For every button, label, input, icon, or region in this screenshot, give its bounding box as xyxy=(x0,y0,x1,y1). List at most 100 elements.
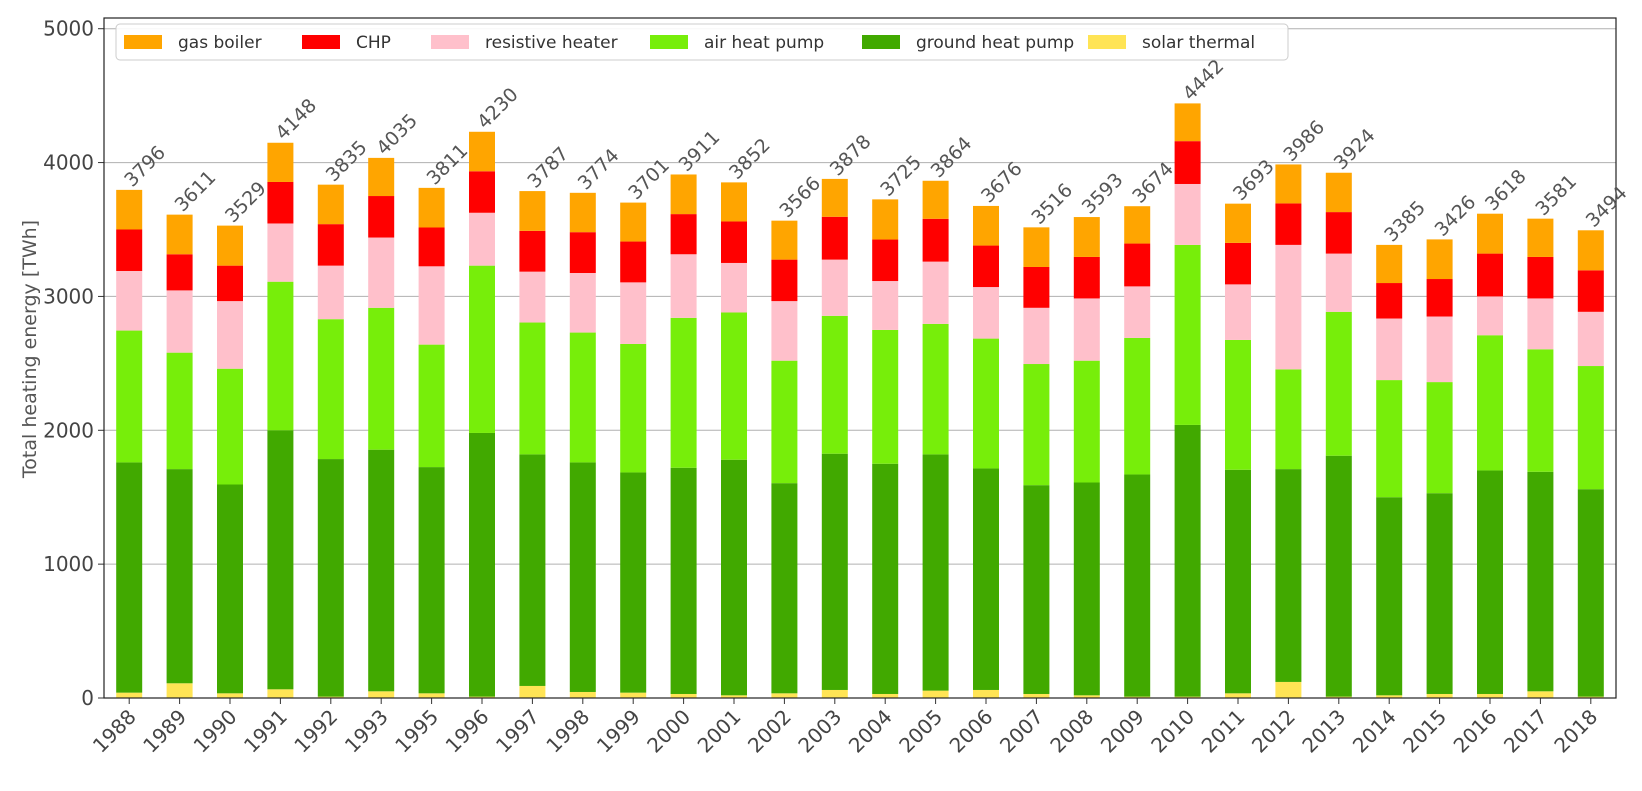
bar-segment-ground-heat-pump xyxy=(317,459,344,697)
bar-segment-air-heat-pump xyxy=(1275,369,1302,470)
bar-segment-resistive-heater xyxy=(1073,298,1100,361)
bar-segment-CHP xyxy=(569,232,596,273)
bar-segment-air-heat-pump xyxy=(469,265,495,433)
bar-segment-resistive-heater xyxy=(1527,298,1554,350)
bar-segment-CHP xyxy=(821,216,848,260)
x-tick-label: 2005 xyxy=(894,705,947,758)
x-tick-label: 1989 xyxy=(138,705,191,758)
bar-segment-solar-thermal xyxy=(1477,693,1503,698)
bar-segment-air-heat-pump xyxy=(922,323,949,455)
bar-segment-air-heat-pump xyxy=(116,330,143,463)
bar-segment-resistive-heater xyxy=(1174,183,1201,245)
bar-segment-CHP xyxy=(1527,256,1554,299)
x-tick-label: 2002 xyxy=(743,705,796,758)
bar-segment-gas-boiler xyxy=(620,202,647,242)
bar-segment-resistive-heater xyxy=(922,261,949,324)
bar-segment-solar-thermal xyxy=(1577,696,1604,698)
bar-segment-ground-heat-pump xyxy=(1527,471,1554,692)
bar-segment-CHP xyxy=(1174,141,1201,184)
bar-segment-solar-thermal xyxy=(519,685,546,698)
bar-total-label: 3787 xyxy=(523,143,573,193)
x-tick-label: 2018 xyxy=(1549,705,1602,758)
bar-segment-air-heat-pump xyxy=(670,317,697,468)
bar-segment-CHP xyxy=(1426,279,1453,317)
bar-segment-ground-heat-pump xyxy=(267,430,294,690)
bar-segment-air-heat-pump xyxy=(1527,349,1554,472)
bar-segment-gas-boiler xyxy=(1477,213,1503,254)
bar-segment-air-heat-pump xyxy=(721,312,747,460)
bar-segment-ground-heat-pump xyxy=(1426,493,1453,694)
x-tick-label: 2003 xyxy=(793,705,846,758)
bar-total-label: 3566 xyxy=(775,172,825,222)
bar-segment-CHP xyxy=(418,227,445,267)
bar-segment-resistive-heater xyxy=(771,301,798,361)
bar-segment-gas-boiler xyxy=(1275,164,1302,204)
bar-segment-gas-boiler xyxy=(317,184,344,225)
bar-segment-gas-boiler xyxy=(721,182,747,222)
legend-label: gas boiler xyxy=(178,33,262,53)
bar-segment-solar-thermal xyxy=(771,693,798,698)
bar-segment-ground-heat-pump xyxy=(116,462,143,693)
bar-segment-air-heat-pump xyxy=(1325,311,1352,456)
bar-segment-ground-heat-pump xyxy=(1174,424,1201,697)
x-tick-label: 2014 xyxy=(1348,705,1401,758)
bar-segment-gas-boiler xyxy=(1023,227,1050,267)
bar-total-label: 3774 xyxy=(574,145,624,195)
bar-segment-ground-heat-pump xyxy=(620,472,647,693)
bar-segment-solar-thermal xyxy=(1376,695,1403,698)
x-tick-label: 1991 xyxy=(239,705,292,758)
bar-segment-resistive-heater xyxy=(973,287,999,339)
bar-segment-resistive-heater xyxy=(317,265,344,320)
bar-segment-gas-boiler xyxy=(469,131,495,172)
bar-segment-CHP xyxy=(317,224,344,266)
bar-total-label: 4035 xyxy=(372,110,422,160)
bar-total-label: 3611 xyxy=(171,166,221,216)
bar-total-label: 4230 xyxy=(473,84,523,134)
x-tick-label: 2000 xyxy=(642,705,695,758)
bar-segment-CHP xyxy=(872,239,899,282)
bar-segment-ground-heat-pump xyxy=(1124,474,1151,697)
x-tick-label: 1992 xyxy=(289,705,342,758)
bar-segment-air-heat-pump xyxy=(217,368,243,485)
x-tick-label: 2006 xyxy=(945,705,998,758)
bar-segment-solar-thermal xyxy=(973,689,999,698)
x-tick-label: 2008 xyxy=(1045,705,1098,758)
bar-segment-ground-heat-pump xyxy=(469,432,495,697)
bar-segment-solar-thermal xyxy=(1124,696,1151,698)
bar-segment-solar-thermal xyxy=(267,689,294,698)
bar-segment-CHP xyxy=(771,259,798,302)
bar-segment-resistive-heater xyxy=(821,259,848,316)
bar-total-label: 3426 xyxy=(1431,191,1481,241)
bar-total-label: 4442 xyxy=(1179,55,1229,105)
bar-segment-CHP xyxy=(469,171,495,213)
bar-segment-ground-heat-pump xyxy=(166,469,193,684)
y-tick-label: 1000 xyxy=(43,552,94,576)
bar-segment-air-heat-pump xyxy=(771,360,798,484)
bar-segment-solar-thermal xyxy=(1073,695,1100,698)
bar-segment-air-heat-pump xyxy=(569,332,596,463)
bar-segment-gas-boiler xyxy=(1174,103,1201,142)
y-axis-label: Total heating energy [TWh] xyxy=(19,220,41,479)
bar-total-label: 3676 xyxy=(977,158,1027,208)
bar-segment-CHP xyxy=(1376,283,1403,319)
bar-segment-solar-thermal xyxy=(872,693,899,698)
bar-segment-ground-heat-pump xyxy=(670,467,697,694)
bar-segment-air-heat-pump xyxy=(317,319,344,460)
bar-segment-gas-boiler xyxy=(267,142,294,182)
bar-total-label: 3864 xyxy=(927,133,977,183)
bar-segment-solar-thermal xyxy=(922,690,949,698)
bar-segment-CHP xyxy=(670,214,697,255)
bar-segment-CHP xyxy=(1477,253,1503,297)
y-tick-label: 5000 xyxy=(43,17,94,41)
bar-segment-gas-boiler xyxy=(771,220,798,260)
bar-segment-gas-boiler xyxy=(821,178,848,217)
bar-segment-ground-heat-pump xyxy=(821,453,848,690)
bar-segment-resistive-heater xyxy=(721,262,747,313)
bar-total-label: 4148 xyxy=(271,95,321,145)
bar-total-label: 3796 xyxy=(120,142,170,192)
bar-segment-air-heat-pump xyxy=(620,343,647,473)
bar-segment-gas-boiler xyxy=(1325,172,1352,213)
bar-segment-air-heat-pump xyxy=(418,344,445,468)
x-tick-label: 2012 xyxy=(1247,705,1300,758)
